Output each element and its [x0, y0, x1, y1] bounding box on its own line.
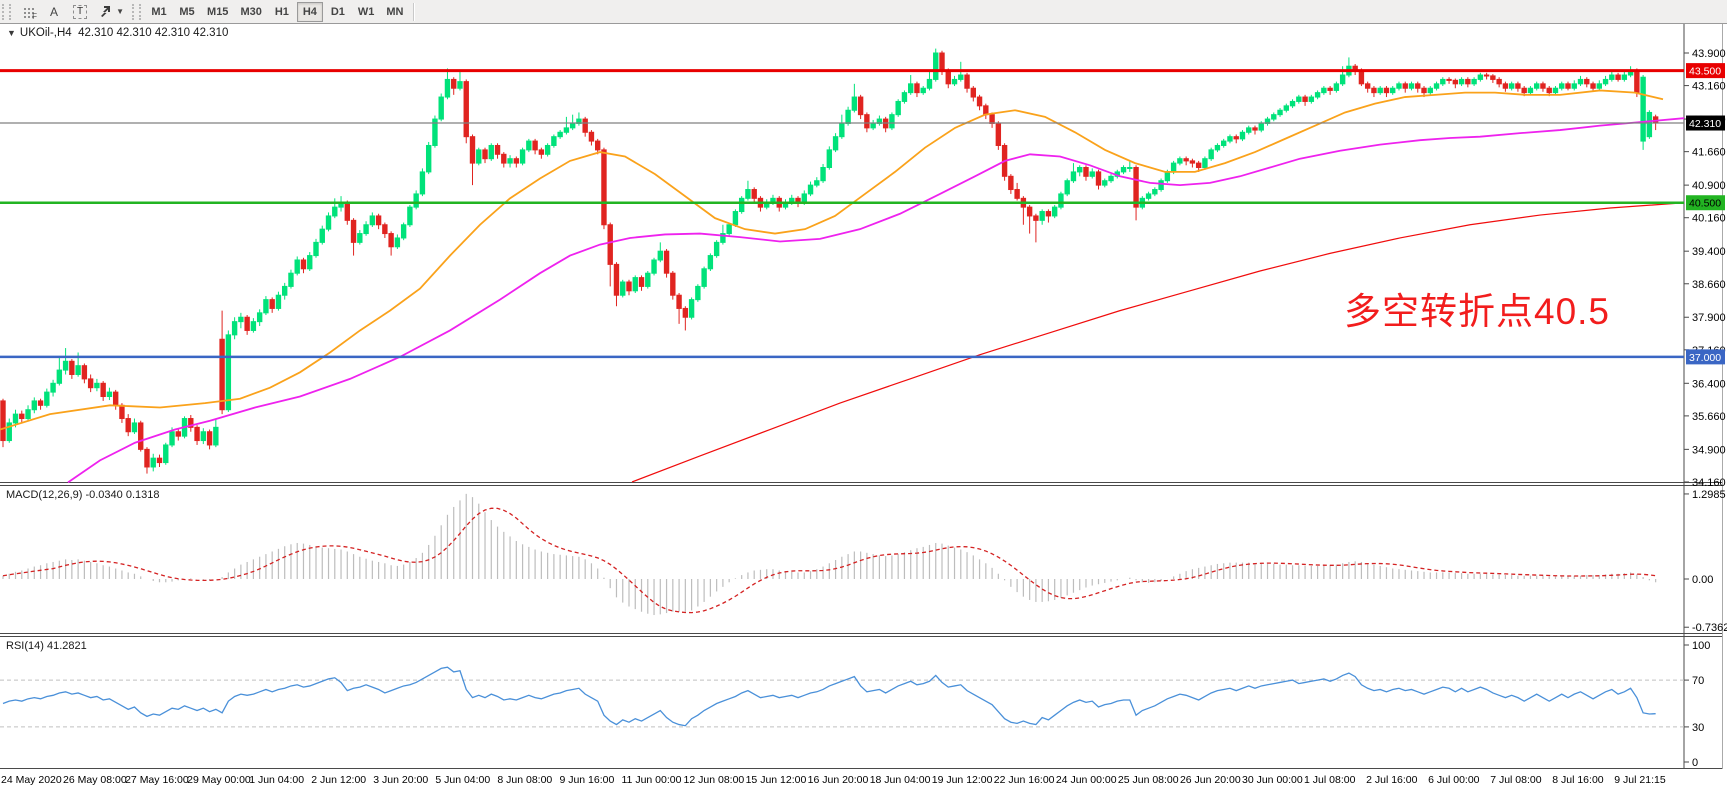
svg-text:41.660: 41.660 — [1692, 147, 1726, 159]
letter-t-boxed-icon: T — [73, 4, 88, 19]
svg-text:30 Jun 00:00: 30 Jun 00:00 — [1242, 774, 1303, 786]
svg-text:39.400: 39.400 — [1692, 246, 1726, 258]
dock-grid-f-label: F — [32, 11, 37, 21]
svg-text:100: 100 — [1692, 640, 1710, 652]
toolbar-drag-grip[interactable] — [2, 3, 11, 20]
svg-text:8 Jun 08:00: 8 Jun 08:00 — [497, 774, 552, 786]
svg-text:1 Jul 08:00: 1 Jul 08:00 — [1304, 774, 1356, 786]
chart-ohlc-values: 42.310 42.310 42.310 42.310 — [78, 27, 229, 39]
svg-text:70: 70 — [1692, 675, 1704, 687]
tf-m5-button[interactable]: M5 — [174, 2, 200, 22]
tf-mn-button[interactable]: MN — [381, 2, 408, 22]
svg-text:2 Jul 16:00: 2 Jul 16:00 — [1366, 774, 1418, 786]
svg-text:18 Jun 04:00: 18 Jun 04:00 — [870, 774, 931, 786]
chart-text-annotation[interactable]: 多空转折点40.5 — [1344, 291, 1611, 332]
svg-text:1.2985: 1.2985 — [1692, 489, 1726, 501]
svg-text:-0.7362: -0.7362 — [1692, 622, 1727, 634]
svg-text:24 May 2020: 24 May 2020 — [1, 774, 62, 786]
text-tool-button[interactable]: A — [42, 2, 66, 22]
svg-text:15 Jun 12:00: 15 Jun 12:00 — [746, 774, 807, 786]
svg-text:25 Jun 08:00: 25 Jun 08:00 — [1118, 774, 1179, 786]
top-toolbar: F A T ▼ M1 M5 M15 M30 H1 H4 D1 W1 MN — [0, 0, 1727, 24]
svg-text:43.160: 43.160 — [1692, 81, 1726, 93]
svg-text:36.400: 36.400 — [1692, 378, 1726, 390]
label-tool-button[interactable]: T — [68, 2, 92, 22]
svg-text:24 Jun 00:00: 24 Jun 00:00 — [1056, 774, 1117, 786]
svg-text:0: 0 — [1692, 757, 1698, 769]
dotted-grid-icon — [23, 7, 26, 10]
svg-text:9 Jul 21:15: 9 Jul 21:15 — [1614, 774, 1666, 786]
tf-w1-button[interactable]: W1 — [353, 2, 380, 22]
letter-a-icon: A — [49, 4, 58, 19]
toolbar-separator — [413, 2, 416, 21]
svg-text:26 Jun 20:00: 26 Jun 20:00 — [1180, 774, 1241, 786]
svg-text:30: 30 — [1692, 722, 1704, 734]
tf-h1-button[interactable]: H1 — [269, 2, 295, 22]
svg-text:35.660: 35.660 — [1692, 411, 1726, 423]
tf-m15-button[interactable]: M15 — [202, 2, 233, 22]
svg-text:27 May 16:00: 27 May 16:00 — [125, 774, 189, 786]
macd-indicator-label: MACD(12,26,9) -0.0340 0.1318 — [6, 489, 160, 501]
svg-text:42.310: 42.310 — [1689, 118, 1721, 130]
svg-text:43.900: 43.900 — [1692, 48, 1726, 60]
svg-text:22 Jun 16:00: 22 Jun 16:00 — [994, 774, 1055, 786]
svg-text:43.500: 43.500 — [1689, 66, 1721, 78]
svg-text:40.900: 40.900 — [1692, 180, 1726, 192]
tf-d1-button[interactable]: D1 — [325, 2, 351, 22]
svg-text:37.000: 37.000 — [1689, 352, 1721, 364]
chart-title: ▼ UKOil-,H4 42.310 42.310 42.310 42.310 — [7, 27, 228, 39]
tf-h4-button[interactable]: H4 — [296, 1, 323, 22]
svg-text:12 Jun 08:00: 12 Jun 08:00 — [684, 774, 745, 786]
svg-text:38.660: 38.660 — [1692, 279, 1726, 291]
svg-text:7 Jul 08:00: 7 Jul 08:00 — [1490, 774, 1542, 786]
svg-text:26 May 08:00: 26 May 08:00 — [63, 774, 127, 786]
chevron-down-icon: ▼ — [116, 7, 125, 16]
svg-text:34.900: 34.900 — [1692, 444, 1726, 456]
symbol-menu-triangle-icon[interactable]: ▼ — [7, 28, 16, 38]
svg-text:37.900: 37.900 — [1692, 312, 1726, 324]
dock-grid-tool-button[interactable]: F — [16, 2, 40, 22]
svg-text:11 Jun 00:00: 11 Jun 00:00 — [622, 774, 682, 786]
diagonal-arrows-icon — [101, 5, 111, 17]
svg-text:0.00: 0.00 — [1692, 574, 1713, 586]
tf-m1-button[interactable]: M1 — [146, 2, 172, 22]
svg-text:9 Jun 16:00: 9 Jun 16:00 — [559, 774, 614, 786]
svg-text:19 Jun 12:00: 19 Jun 12:00 — [932, 774, 993, 786]
svg-text:3 Jun 20:00: 3 Jun 20:00 — [373, 774, 428, 786]
svg-text:5 Jun 04:00: 5 Jun 04:00 — [435, 774, 490, 786]
svg-text:40.160: 40.160 — [1692, 213, 1726, 225]
svg-text:1 Jun 04:00: 1 Jun 04:00 — [249, 774, 304, 786]
svg-text:8 Jul 16:00: 8 Jul 16:00 — [1552, 774, 1604, 786]
timeframe-toolbar-grip[interactable] — [132, 3, 142, 20]
arrows-tool-button[interactable]: ▼ — [94, 2, 129, 22]
svg-text:16 Jun 20:00: 16 Jun 20:00 — [808, 774, 869, 786]
tf-m30-button[interactable]: M30 — [235, 2, 266, 22]
svg-text:40.500: 40.500 — [1689, 198, 1721, 210]
svg-text:6 Jul 00:00: 6 Jul 00:00 — [1428, 774, 1480, 786]
svg-text:29 May 00:00: 29 May 00:00 — [187, 774, 251, 786]
chart-symbol-period: UKOil-,H4 — [19, 27, 72, 39]
svg-text:34.160: 34.160 — [1692, 477, 1726, 489]
rsi-indicator-label: RSI(14) 41.2821 — [6, 640, 87, 652]
svg-text:2 Jun 12:00: 2 Jun 12:00 — [311, 774, 366, 786]
